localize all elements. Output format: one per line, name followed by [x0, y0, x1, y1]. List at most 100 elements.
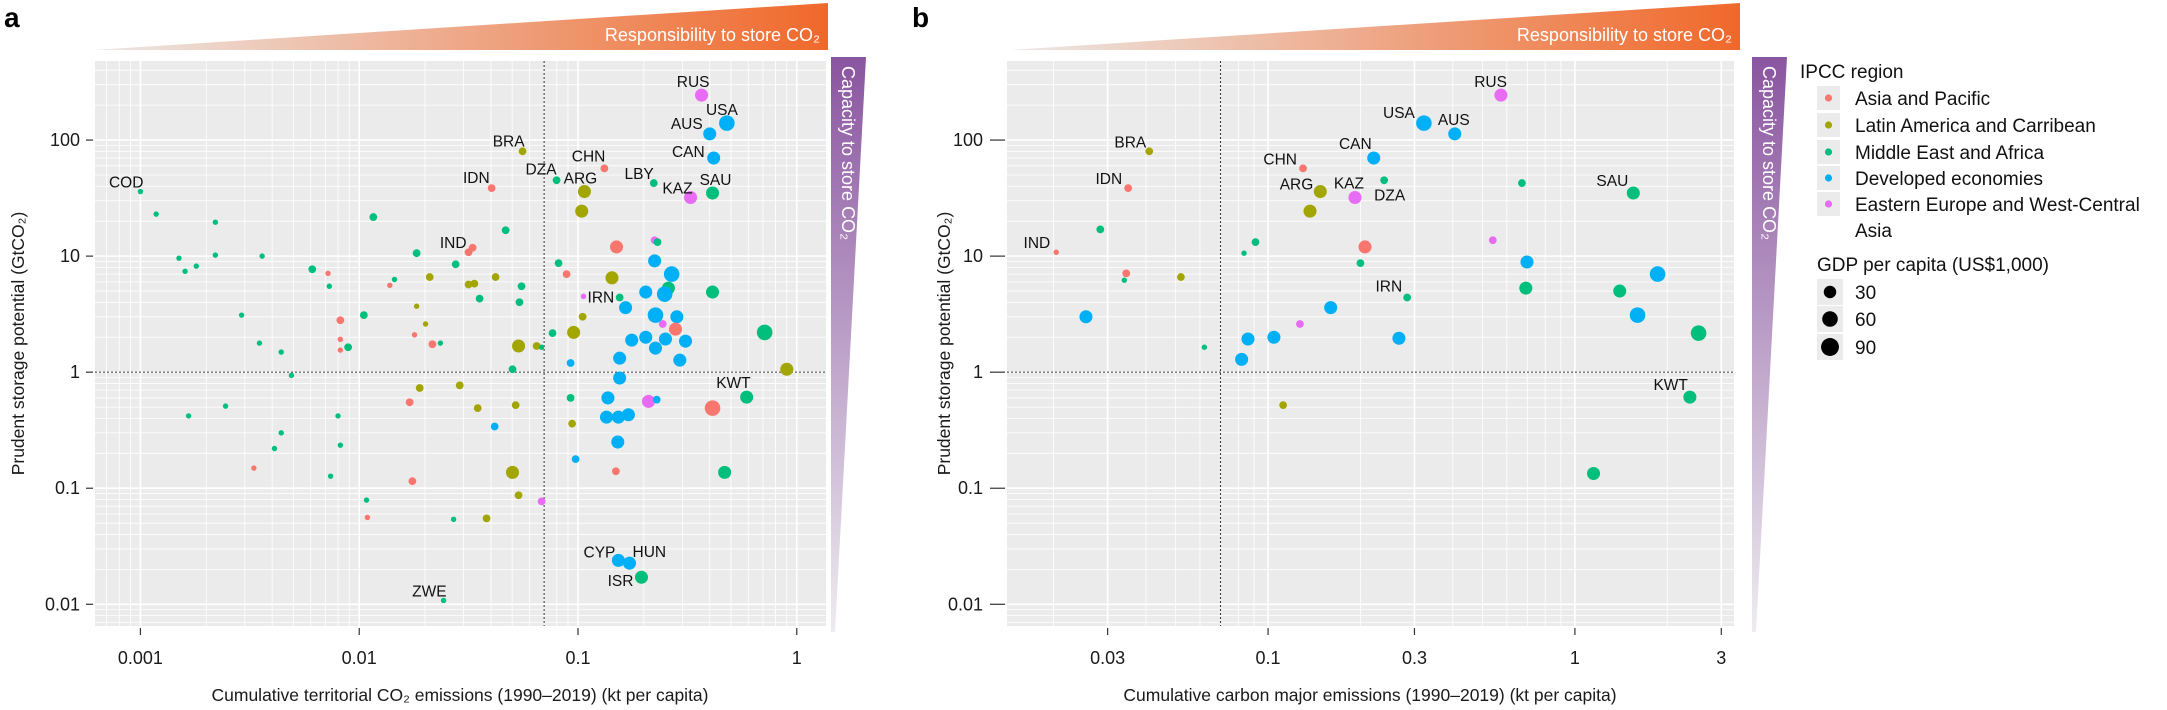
legend-size-dot: [1821, 338, 1839, 356]
data-point: [1356, 259, 1365, 268]
data-point: [515, 298, 524, 307]
x-tick-label: 0.01: [342, 648, 377, 668]
data-point: [425, 273, 434, 281]
data-point: [615, 293, 624, 302]
data-point: [578, 312, 587, 321]
data-point: [325, 270, 331, 277]
data-point-bra: [518, 147, 527, 156]
data-point: [512, 339, 526, 353]
data-point: [1267, 330, 1281, 344]
point-label: CHN: [1263, 151, 1297, 168]
responsibility-gradient-wedge: [93, 3, 828, 50]
point-label: BRA: [493, 133, 526, 150]
data-point: [153, 211, 159, 217]
data-point: [222, 403, 229, 409]
data-point: [1079, 310, 1093, 324]
data-point-arg: [577, 185, 591, 199]
capacity-label: Capacity to store CO₂: [1759, 66, 1779, 240]
data-point: [639, 330, 653, 344]
data-point: [412, 249, 421, 258]
data-point-lby: [649, 179, 658, 187]
data-point: [670, 310, 684, 324]
responsibility-label: Responsibility to store CO₂: [1517, 25, 1732, 45]
gridlines: [95, 61, 826, 626]
y-axis-title: Prudent storage potential (GtCO₂): [8, 212, 28, 476]
point-label: CYP: [584, 544, 616, 561]
data-point-aus: [703, 127, 717, 141]
data-points: [1053, 88, 1707, 481]
y-tick-label: 0.01: [45, 594, 80, 614]
data-point: [1690, 325, 1707, 341]
legend-item-region: Latin America and Carribean: [1817, 113, 2096, 137]
data-point: [612, 467, 620, 476]
data-point: [625, 333, 639, 347]
legend-size-dot: [1822, 311, 1838, 327]
data-point: [1324, 301, 1338, 315]
data-point: [364, 514, 371, 521]
data-point-usa: [719, 115, 735, 131]
data-point: [648, 254, 662, 268]
data-point: [678, 334, 693, 348]
data-point-aus: [1448, 127, 1462, 141]
point-label: DZA: [526, 161, 558, 178]
point-labels: BRA IDN IND CHN ARG KAZ RUS USA AUS CAN DZA SAU IRN K…: [1024, 74, 1689, 394]
data-point: [473, 404, 482, 413]
data-point: [1241, 332, 1255, 346]
x-tick-label: 0.3: [1402, 648, 1427, 668]
point-label: ARG: [564, 171, 598, 188]
data-point: [182, 268, 188, 274]
data-point: [387, 282, 393, 289]
data-point: [422, 321, 429, 327]
point-label: CAN: [1339, 136, 1372, 153]
data-point-cyp: [611, 553, 625, 567]
point-label: CAN: [672, 144, 705, 161]
legend-swatch: [1824, 200, 1833, 208]
point-label: AUS: [1438, 112, 1470, 129]
data-point: [1235, 352, 1249, 366]
data-point: [185, 413, 192, 419]
data-point-can: [1367, 151, 1381, 165]
data-point: [193, 263, 199, 269]
data-point: [308, 265, 317, 274]
data-point-cod: [137, 188, 144, 195]
point-label: SAU: [700, 172, 732, 189]
legend: IPCC region Asia and Pacific Latin America…: [1800, 62, 2140, 360]
data-point: [568, 419, 577, 428]
point-label: COD: [109, 175, 143, 192]
data-point: [718, 465, 732, 479]
data-point: [609, 240, 624, 254]
panel-a: Responsibility to store CO₂ Capacity to s…: [4, 2, 866, 705]
data-point: [337, 347, 344, 353]
data-point: [566, 394, 575, 402]
data-point: [554, 259, 563, 268]
legend-swatch: [1824, 148, 1833, 156]
data-point: [673, 353, 687, 367]
data-point: [1279, 401, 1288, 410]
data-point-hun: [623, 556, 637, 570]
data-point-zwe: [440, 597, 447, 604]
data-point-idn: [1124, 184, 1133, 193]
point-label: RUS: [1474, 74, 1507, 91]
point-label: IDN: [1095, 171, 1122, 188]
legend-swatch: [1824, 121, 1833, 129]
data-point-ind: [1053, 249, 1059, 255]
data-point: [611, 410, 625, 424]
y-axis: 0.01 0.1 1 10 100 Prudent storage potential (…: [8, 130, 93, 614]
x-axis: 0.001 0.01 0.1 1 Cumulative territorial CO₂ …: [118, 628, 802, 705]
legend-label: 60: [1855, 310, 1876, 331]
panel-b: Responsibility to store CO₂ Capacity to s…: [912, 2, 1787, 705]
data-point: [641, 394, 656, 408]
legend-item-size: 30: [1817, 279, 1876, 305]
data-point: [288, 372, 295, 378]
legend-swatch: [1824, 94, 1833, 102]
point-label: SAU: [1596, 173, 1628, 190]
point-label: CHN: [572, 148, 606, 165]
data-point: [271, 445, 278, 452]
point-label: ARG: [1280, 177, 1314, 194]
legend-title-region: IPCC region: [1800, 62, 1904, 83]
legend-label: Asia and Pacific: [1855, 89, 1990, 110]
capacity-gradient-wedge: [1752, 57, 1787, 632]
data-point: [619, 301, 633, 315]
capacity-label: Capacity to store CO₂: [838, 66, 858, 240]
data-point: [359, 311, 368, 320]
